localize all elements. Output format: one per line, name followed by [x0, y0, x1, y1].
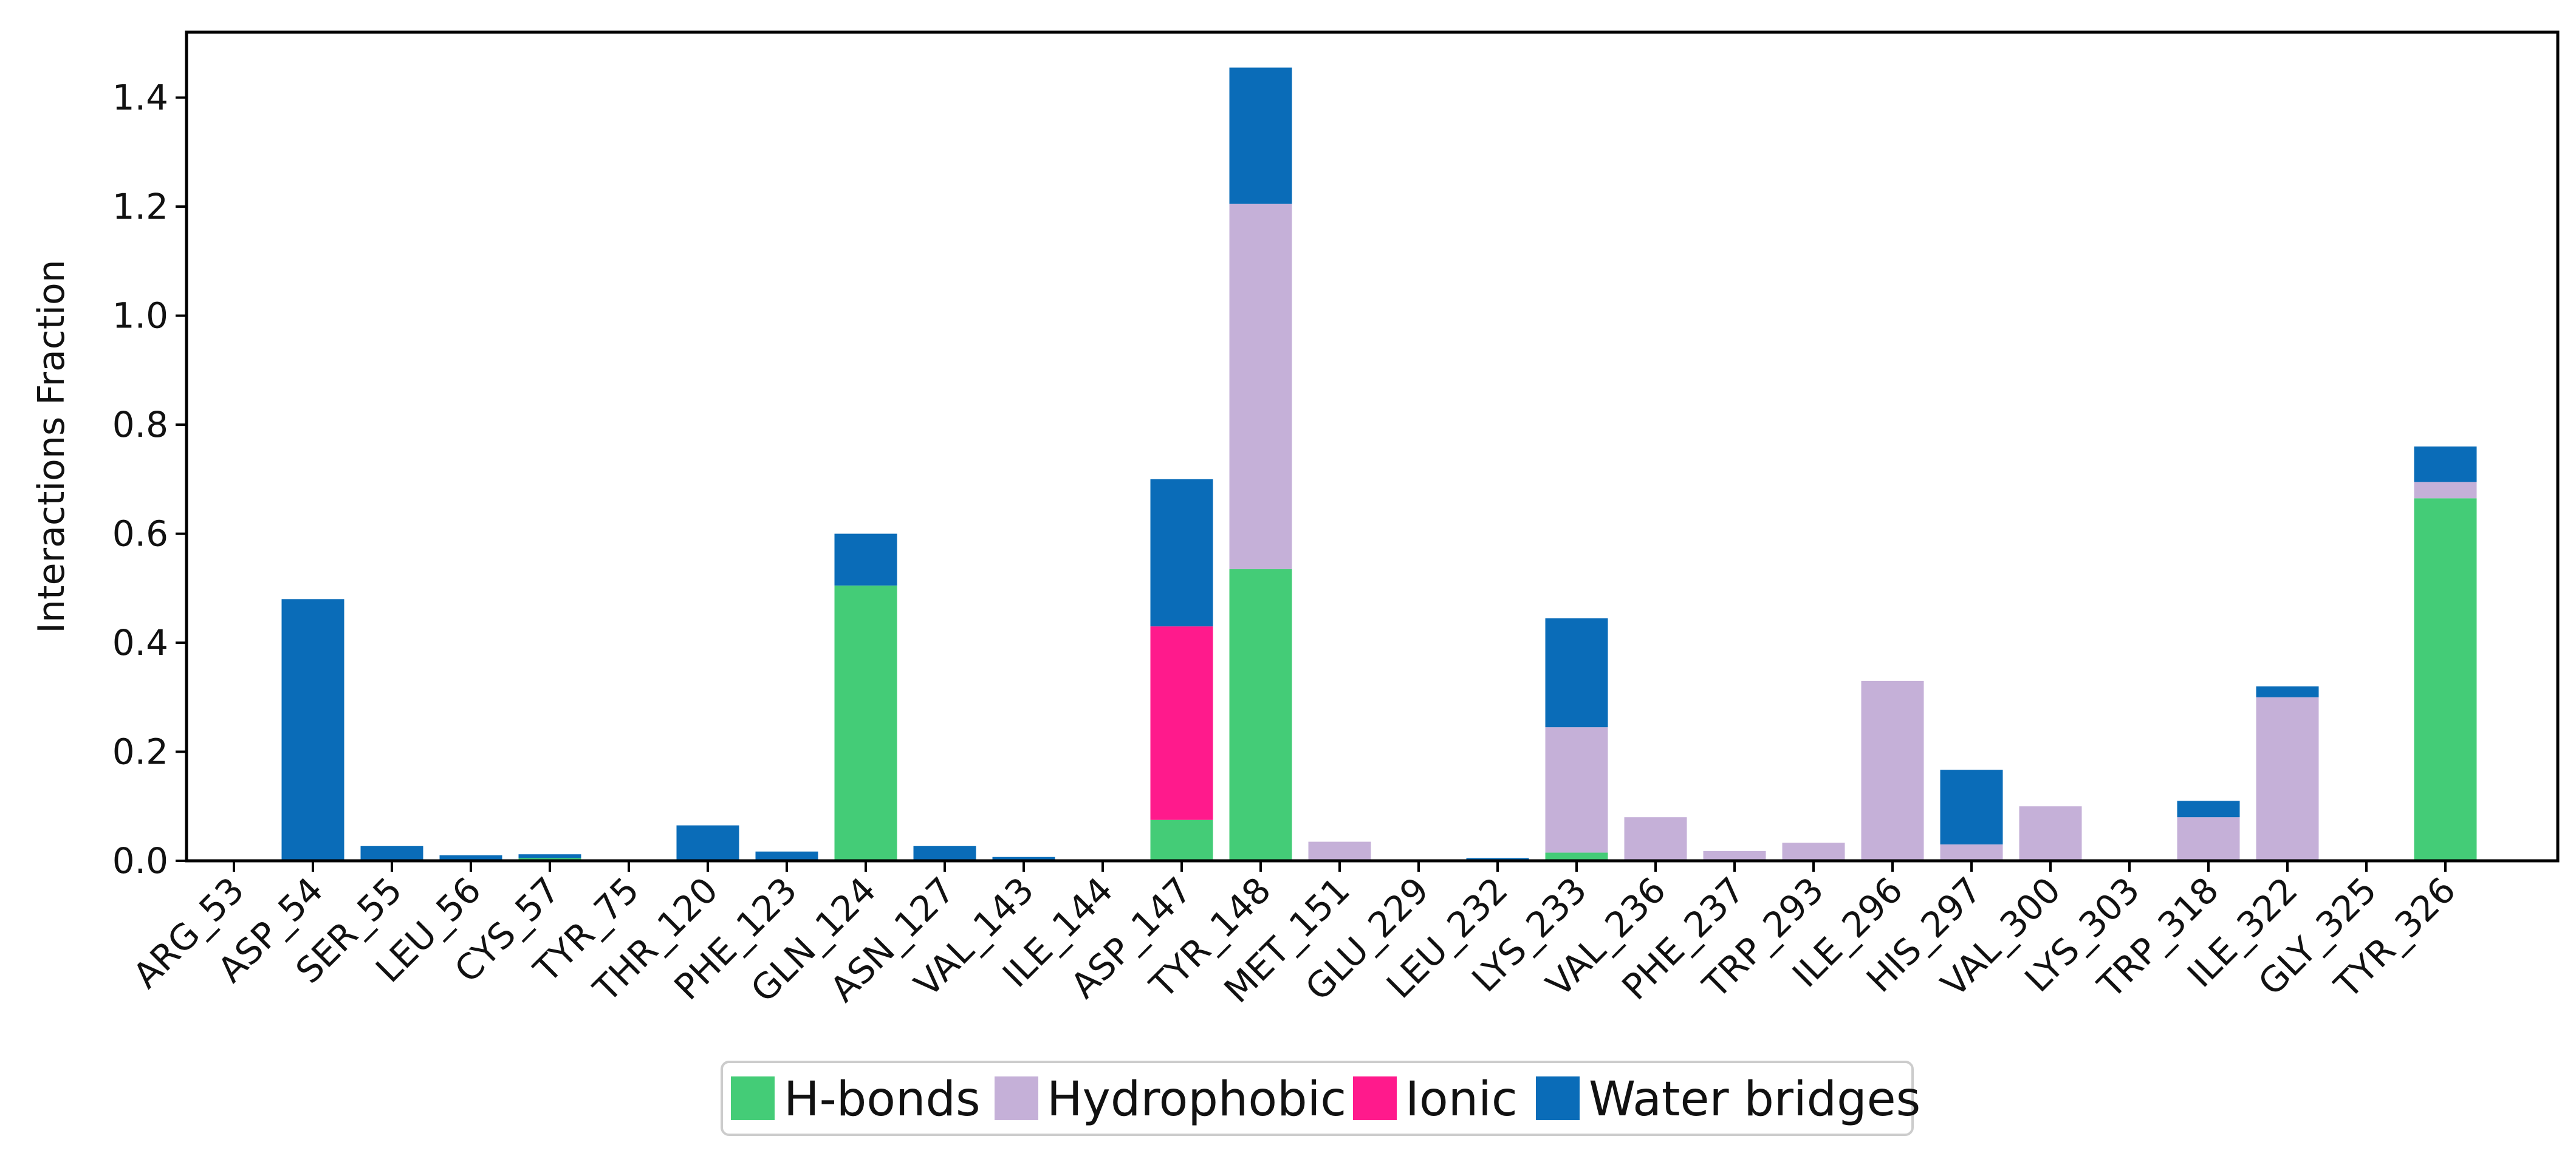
bar-trp-293-hydrophobic: [1782, 843, 1845, 861]
bar-val-236-hydrophobic: [1624, 817, 1687, 861]
bar-gln-124-h-bonds: [834, 585, 897, 861]
legend-label-hydrophobic: Hydrophobic: [1047, 1072, 1346, 1127]
legend-swatch-h-bonds: [731, 1076, 775, 1120]
legend-label-h-bonds: H-bonds: [784, 1072, 981, 1127]
bar-tyr-148-h-bonds: [1229, 569, 1292, 861]
y-tick-label: 0.0: [112, 840, 168, 881]
plot-frame: [185, 30, 2560, 863]
bar-cys-57-water-bridges: [518, 854, 581, 858]
bar-tyr-326-h-bonds: [2414, 498, 2477, 861]
y-tick-label: 1.2: [112, 186, 168, 227]
y-tick-label: 1.0: [112, 295, 168, 337]
bar-trp-318-water-bridges: [2177, 801, 2240, 818]
bar-gln-124-water-bridges: [834, 533, 897, 586]
bar-ile-322-hydrophobic: [2256, 697, 2319, 861]
bar-phe-123-water-bridges: [755, 851, 818, 861]
y-tick-label: 1.4: [112, 77, 168, 118]
legend-swatch-water-bridges: [1536, 1076, 1580, 1120]
bar-val-143-water-bridges: [992, 857, 1055, 861]
bar-lys-233-water-bridges: [1545, 618, 1608, 728]
bar-asn-127-water-bridges: [913, 846, 976, 861]
bar-leu-56-water-bridges: [439, 855, 502, 861]
bar-tyr-326-water-bridges: [2414, 446, 2477, 482]
bar-asp-54-water-bridges: [281, 599, 344, 861]
bar-val-300-hydrophobic: [2019, 806, 2082, 861]
bar-tyr-326-hydrophobic: [2414, 482, 2477, 499]
y-tick-label: 0.6: [112, 513, 168, 555]
bar-thr-120-water-bridges: [676, 825, 739, 861]
bar-lys-233-hydrophobic: [1545, 727, 1608, 853]
y-axis-label: Interactions Fraction: [30, 259, 73, 633]
y-tick-label: 0.2: [112, 731, 168, 773]
legend-label-water-bridges: Water bridges: [1589, 1072, 1920, 1127]
legend-label-ionic: Ionic: [1405, 1072, 1518, 1127]
bar-lys-233-h-bonds: [1545, 852, 1608, 861]
bars-group: [281, 67, 2477, 861]
legend-swatch-ionic: [1353, 1076, 1397, 1120]
bar-tyr-148-hydrophobic: [1229, 204, 1292, 569]
bar-tyr-148-water-bridges: [1229, 67, 1292, 204]
bar-ser-55-water-bridges: [360, 846, 423, 861]
bar-ile-296-hydrophobic: [1861, 680, 1924, 861]
bar-asp-147-ionic: [1150, 626, 1213, 820]
y-axis: 0.0 0.2 0.4 0.6 0.8 1.0 1.2 1.4: [112, 77, 187, 881]
bar-trp-318-hydrophobic: [2177, 817, 2240, 861]
legend-swatch-hydrophobic: [995, 1076, 1038, 1120]
bar-asp-147-water-bridges: [1150, 479, 1213, 627]
legend: H-bonds Hydrophobic Ionic Water bridges: [721, 1061, 1920, 1136]
bar-met-151-hydrophobic: [1308, 841, 1371, 861]
bar-his-297-hydrophobic: [1940, 844, 2003, 861]
bar-ile-322-water-bridges: [2256, 686, 2319, 697]
y-tick-label: 0.8: [112, 404, 168, 445]
bar-asp-147-h-bonds: [1150, 819, 1213, 861]
bar-his-297-water-bridges: [1940, 770, 2003, 845]
bar-phe-237-hydrophobic: [1703, 850, 1766, 861]
y-tick-label: 0.4: [112, 622, 168, 663]
